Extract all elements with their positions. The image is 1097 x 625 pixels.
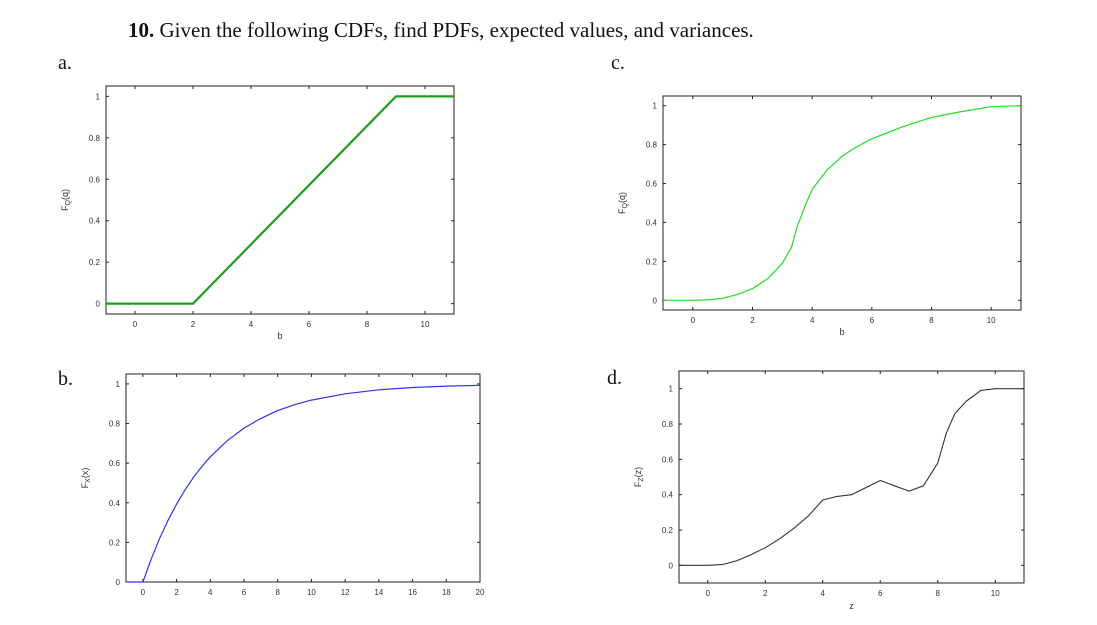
y-axis-label: FQ(q): [60, 189, 72, 211]
y-tick-label: 0.6: [89, 175, 101, 184]
cdf-line: [679, 388, 1024, 566]
x-tick-label: 8: [929, 316, 934, 325]
panel-label-c: c.: [611, 52, 625, 74]
x-tick-label: 8: [275, 588, 280, 597]
panel-label-b: b.: [58, 368, 73, 390]
x-tick-label: 6: [242, 588, 247, 597]
plot-frame: [125, 373, 481, 583]
x-tick-label: 0: [706, 589, 711, 598]
y-tick-label: 1: [669, 385, 674, 394]
x-tick-label: 2: [174, 588, 179, 597]
y-tick-label: 0.6: [662, 455, 674, 464]
x-tick-label: 0: [141, 588, 146, 597]
y-tick-label: 1: [116, 380, 121, 389]
x-tick-label: 0: [691, 316, 696, 325]
x-axis-label: z: [849, 601, 854, 611]
x-tick-label: 8: [365, 320, 370, 329]
y-tick-label: 0.6: [109, 459, 121, 468]
x-tick-label: 6: [307, 320, 312, 329]
panel-label-d: d.: [607, 367, 622, 389]
x-tick-label: 10: [991, 589, 1000, 598]
problem-text: Given the following CDFs, find PDFs, exp…: [159, 18, 754, 42]
y-tick-label: 0.8: [646, 141, 658, 150]
x-tick-label: 16: [408, 588, 417, 597]
y-tick-label: 0.4: [646, 218, 658, 227]
x-tick-label: 8: [936, 589, 941, 598]
y-tick-label: 0.6: [646, 180, 658, 189]
y-tick-label: 0.2: [646, 257, 658, 266]
y-tick-label: 0: [669, 561, 674, 570]
y-tick-label: 0.8: [109, 420, 121, 429]
y-tick-label: 0.8: [89, 134, 101, 143]
y-tick-label: 0: [653, 296, 658, 305]
problem-number: 10.: [128, 18, 155, 42]
cdf-line: [663, 105, 1022, 301]
x-tick-label: 6: [878, 589, 883, 598]
x-tick-label: 2: [191, 320, 196, 329]
x-tick-label: 0: [133, 320, 138, 329]
x-tick-label: 10: [307, 588, 316, 597]
x-tick-label: 2: [750, 316, 755, 325]
x-tick-label: 10: [421, 320, 430, 329]
y-tick-label: 1: [96, 92, 101, 101]
y-axis-label: FZ(z): [633, 467, 645, 487]
y-axis-label: FQ(q): [617, 192, 629, 214]
y-tick-label: 0.4: [89, 217, 101, 226]
x-tick-label: 4: [821, 589, 826, 598]
plot-frame: [662, 95, 1022, 311]
y-axis-label: FX(x): [80, 468, 92, 489]
y-tick-label: 1: [653, 102, 658, 111]
y-tick-label: 0: [116, 578, 121, 587]
x-tick-label: 10: [987, 316, 996, 325]
x-tick-label: 6: [870, 316, 875, 325]
y-tick-label: 0.4: [662, 491, 674, 500]
x-tick-label: 4: [208, 588, 213, 597]
x-tick-label: 4: [249, 320, 254, 329]
y-tick-label: 0.4: [109, 499, 121, 508]
cdf-line: [106, 95, 454, 305]
problem-title: 10. Given the following CDFs, find PDFs,…: [128, 18, 754, 43]
y-tick-label: 0: [96, 300, 101, 309]
plot-frame: [105, 85, 455, 315]
x-axis-label: q: [839, 328, 844, 338]
y-tick-label: 0.2: [662, 526, 674, 535]
y-tick-label: 0.8: [662, 420, 674, 429]
panel-label-a: a.: [58, 52, 72, 74]
x-tick-label: 14: [374, 588, 383, 597]
y-tick-label: 0.2: [109, 538, 121, 547]
cdf-line: [126, 384, 481, 583]
x-tick-label: 2: [763, 589, 768, 598]
plot-frame: [678, 370, 1025, 584]
x-tick-label: 18: [442, 588, 451, 597]
y-tick-label: 0.2: [89, 258, 101, 267]
x-tick-label: 4: [810, 316, 815, 325]
x-tick-label: 20: [476, 588, 485, 597]
x-axis-label: q: [277, 332, 282, 342]
x-tick-label: 12: [341, 588, 350, 597]
